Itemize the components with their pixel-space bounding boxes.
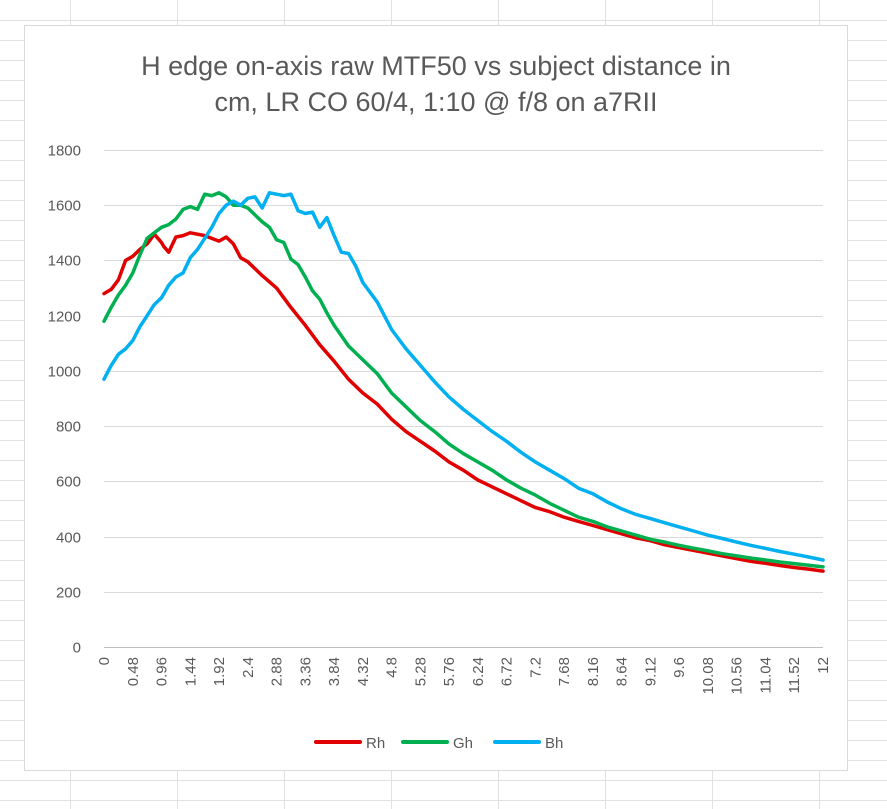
x-tick-label: 11.04 bbox=[757, 657, 774, 693]
y-tick-label: 0 bbox=[73, 640, 81, 657]
y-tick-label: 1200 bbox=[48, 309, 81, 326]
y-tick-label: 400 bbox=[56, 530, 81, 547]
x-tick-label: 1.92 bbox=[211, 657, 228, 686]
y-tick-label: 1600 bbox=[48, 198, 81, 215]
y-tick-label: 600 bbox=[56, 474, 81, 491]
x-tick-label: 0.48 bbox=[125, 657, 142, 686]
x-tick-label: 12 bbox=[815, 657, 832, 674]
series-line-gh[interactable] bbox=[102, 191, 825, 569]
x-tick-label: 11.52 bbox=[786, 657, 803, 693]
chart-area[interactable]: H edge on-axis raw MTF50 vs subject dist… bbox=[24, 25, 848, 771]
y-tick-label: 1800 bbox=[48, 143, 81, 160]
x-tick-label: 10.56 bbox=[729, 657, 746, 695]
legend-label-gh: Gh bbox=[453, 735, 473, 752]
chart-title: H edge on-axis raw MTF50 vs subject dist… bbox=[25, 48, 847, 120]
x-tick-label: 5.28 bbox=[412, 657, 429, 686]
x-tick-label: 8.16 bbox=[585, 657, 602, 686]
x-tick-label: 6.72 bbox=[499, 657, 516, 686]
legend-label-rh: Rh bbox=[366, 735, 385, 752]
x-tick-label: 9.6 bbox=[671, 657, 688, 678]
y-tick-label: 200 bbox=[56, 585, 81, 602]
series-line-rh[interactable] bbox=[102, 231, 825, 573]
chart-title-line-2: cm, LR CO 60/4, 1:10 @ f/8 on a7RII bbox=[214, 87, 658, 117]
x-tick-label: 7.68 bbox=[556, 657, 573, 686]
legend-label-bh: Bh bbox=[545, 735, 563, 752]
x-tick-label: 3.84 bbox=[326, 657, 343, 686]
x-tick-label: 3.36 bbox=[297, 657, 314, 686]
x-tick-label: 6.24 bbox=[470, 657, 487, 686]
x-tick-label: 7.2 bbox=[527, 657, 544, 678]
plot-area: 0 200 400 600 800 1000 1200 1400 1600 1800 0 0.48 0.… bbox=[48, 143, 832, 753]
x-tick-label: 2.88 bbox=[269, 657, 286, 686]
x-tick-label: 4.32 bbox=[355, 657, 372, 686]
x-tick-label: 4.8 bbox=[384, 657, 401, 678]
y-tick-label: 1400 bbox=[48, 253, 81, 270]
x-tick-label: 2.4 bbox=[240, 657, 257, 678]
chart-title-line-1: H edge on-axis raw MTF50 vs subject dist… bbox=[141, 51, 731, 81]
y-tick-label: 800 bbox=[56, 419, 81, 436]
x-tick-label: 0 bbox=[96, 657, 113, 665]
x-tick-label: 0.96 bbox=[154, 657, 171, 686]
x-tick-label: 5.76 bbox=[441, 657, 458, 686]
series-line-bh[interactable] bbox=[102, 191, 825, 562]
x-tick-label: 8.64 bbox=[614, 657, 631, 686]
y-tick-label: 1000 bbox=[48, 364, 81, 381]
x-tick-label: 9.12 bbox=[642, 657, 659, 686]
x-tick-label: 1.44 bbox=[182, 657, 199, 686]
x-tick-label: 10.08 bbox=[700, 657, 717, 695]
